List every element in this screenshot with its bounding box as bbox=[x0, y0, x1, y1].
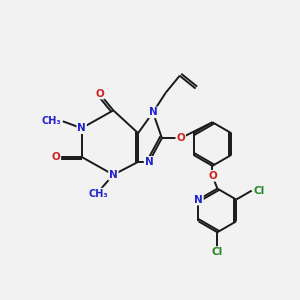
Text: N: N bbox=[194, 194, 203, 205]
Text: N: N bbox=[148, 107, 157, 117]
Text: O: O bbox=[52, 152, 60, 162]
Text: O: O bbox=[208, 171, 217, 181]
Text: CH₃: CH₃ bbox=[89, 189, 108, 199]
Text: N: N bbox=[145, 157, 153, 167]
Text: CH₃: CH₃ bbox=[41, 116, 61, 126]
Text: O: O bbox=[95, 88, 104, 98]
Text: O: O bbox=[176, 133, 185, 143]
Text: Cl: Cl bbox=[254, 186, 265, 196]
Text: N: N bbox=[109, 170, 118, 180]
Text: N: N bbox=[77, 123, 86, 133]
Text: Cl: Cl bbox=[212, 247, 223, 257]
